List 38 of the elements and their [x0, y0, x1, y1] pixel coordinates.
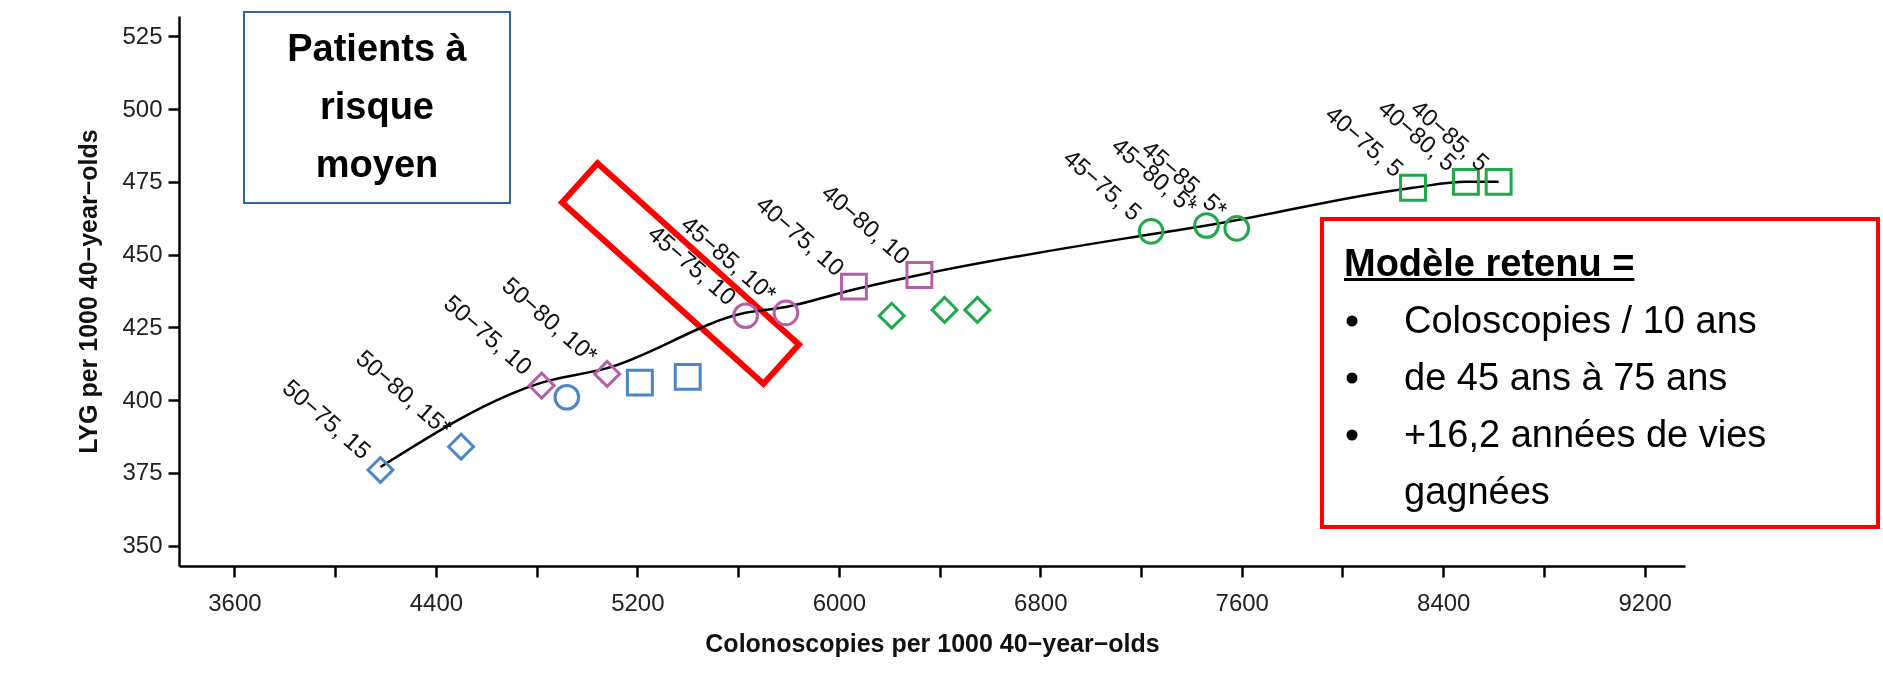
x-tick-label: 7600: [1215, 588, 1269, 616]
point: [732, 302, 759, 330]
x-tick-label: 3600: [208, 588, 262, 616]
annotation: Patients à risque moyen: [243, 11, 511, 204]
y-tick-label: 375: [122, 458, 163, 486]
y-tick-label: 475: [122, 167, 163, 195]
x-tick-label: 8400: [1417, 588, 1471, 616]
point: [905, 261, 934, 289]
point: [553, 383, 581, 411]
y-axis-title: LYG per 1000 40−year−olds: [74, 129, 103, 454]
point: [625, 368, 654, 397]
annotation: de 45 ans à 75 ans: [1404, 355, 1729, 400]
y-tick-label: 400: [122, 385, 163, 413]
x-tick-label: 6000: [812, 588, 867, 616]
annotation: Modèle retenu =: [1344, 241, 1636, 286]
x-tick-label: 6800: [1014, 588, 1068, 616]
y-tick-label: 500: [122, 94, 163, 122]
point: [1193, 212, 1220, 239]
annotation: +16,2 années de vies gagnées: [1404, 412, 1768, 514]
point: [1137, 218, 1165, 245]
y-tick-label: 425: [122, 312, 163, 340]
x-tick-label: 5200: [611, 588, 665, 616]
point: [1223, 215, 1251, 242]
point: [673, 362, 702, 391]
x-axis-title: Colonoscopies per 1000 40−year−olds: [705, 628, 1160, 657]
point: [593, 359, 622, 388]
annotation: Coloscopies / 10 ans: [1404, 298, 1758, 343]
point: [930, 295, 959, 324]
x-tick-label: 9200: [1618, 588, 1672, 616]
point: [877, 301, 906, 330]
y-tick-label: 525: [122, 21, 163, 49]
point: [772, 299, 800, 327]
x-tick-label: 4400: [409, 588, 464, 616]
point: [963, 295, 992, 324]
y-tick-label: 350: [122, 531, 163, 559]
point: [366, 456, 395, 484]
point: [447, 432, 476, 461]
y-tick-label: 450: [122, 240, 163, 268]
